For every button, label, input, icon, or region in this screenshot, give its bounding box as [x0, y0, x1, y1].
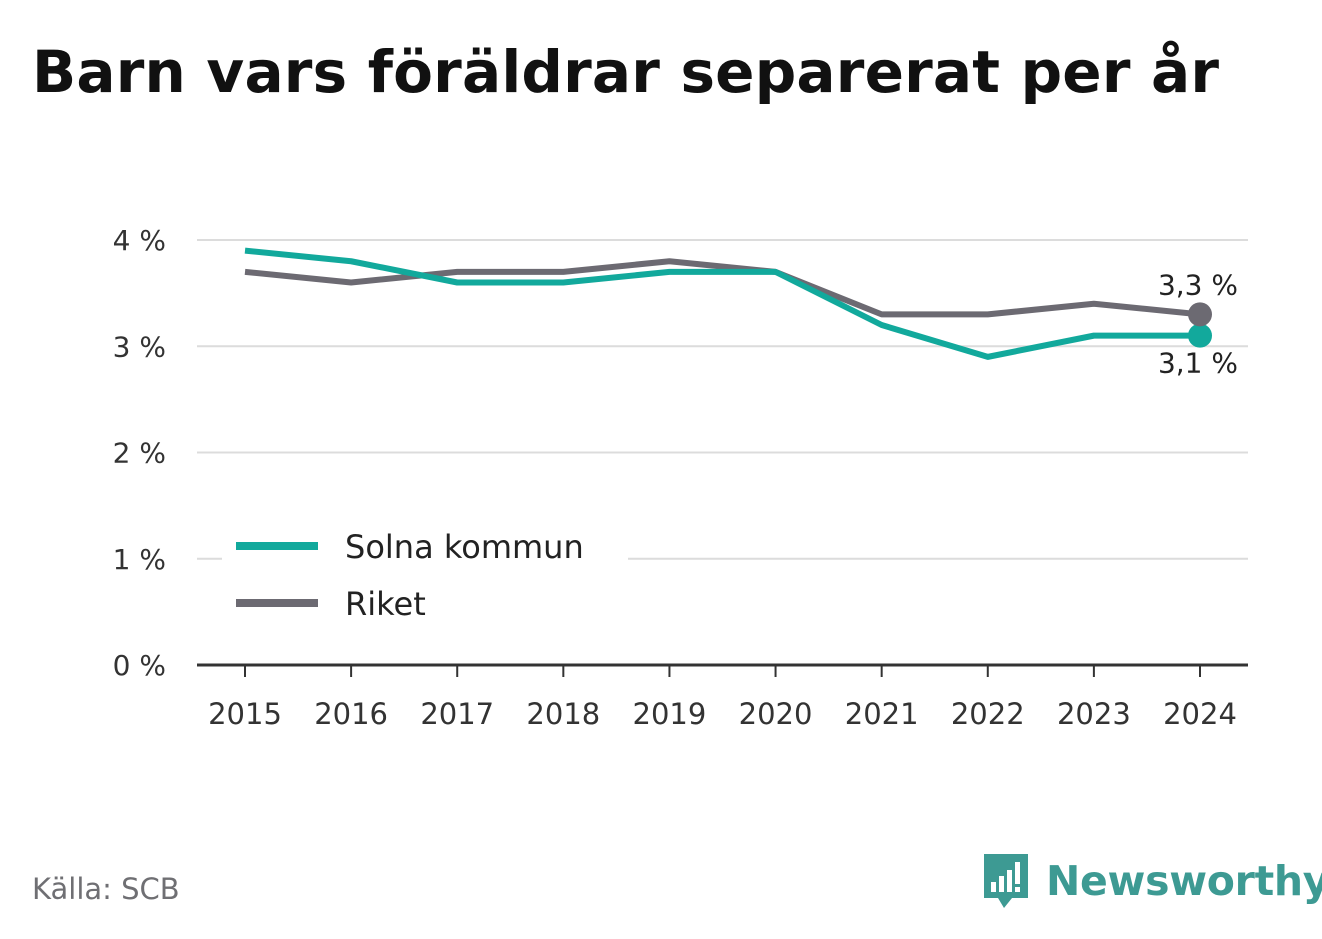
series-lines: 3,1 % 3,3 %: [244, 247, 1238, 380]
x-tick-label: 2015: [208, 697, 282, 731]
legend-label: Riket: [345, 585, 426, 623]
brand: Newsworthy: [980, 850, 1322, 912]
source-note: Källa: SCB: [32, 872, 180, 906]
brand-name: Newsworthy: [1046, 857, 1322, 905]
x-tick-label: 2024: [1163, 697, 1237, 731]
y-tick-label: 3 %: [113, 330, 166, 363]
y-tick-label: 0 %: [113, 649, 166, 682]
x-tick-label: 2016: [314, 697, 388, 731]
x-tick-label: 2023: [1057, 697, 1131, 731]
x-tick-label: 2020: [739, 697, 813, 731]
legend-background: [222, 520, 628, 632]
chart-title: Barn vars föräldrar separerat per år: [32, 38, 1220, 106]
end-point-riket: [1188, 302, 1212, 327]
x-tick-label: 2022: [951, 697, 1025, 731]
legend: Solna kommun Riket: [222, 520, 628, 632]
x-tick-label: 2021: [845, 697, 919, 731]
x-axis: 2015 2016 2017 2018 2019 2020 2021 2022 2023 2024: [197, 663, 1248, 731]
y-tick-label: 2 %: [113, 437, 166, 470]
x-tick-label: 2019: [633, 697, 707, 731]
x-tick-label: 2018: [526, 697, 600, 731]
bar-chart-speech-bubble-icon: [984, 854, 1028, 908]
series-line-solna: [244, 247, 1200, 360]
end-label-riket: 3,3 %: [1158, 268, 1238, 301]
end-point-solna: [1188, 323, 1212, 348]
legend-label: Solna kommun: [345, 528, 584, 566]
y-axis: 0 % 1 % 2 % 3 % 4 %: [113, 224, 166, 682]
gridlines: [197, 239, 1248, 560]
end-label-solna: 3,1 %: [1158, 347, 1238, 380]
y-tick-label: 1 %: [113, 543, 166, 576]
series-line-riket: [244, 258, 1201, 318]
x-tick-label: 2017: [420, 697, 494, 731]
y-tick-label: 4 %: [113, 224, 166, 257]
